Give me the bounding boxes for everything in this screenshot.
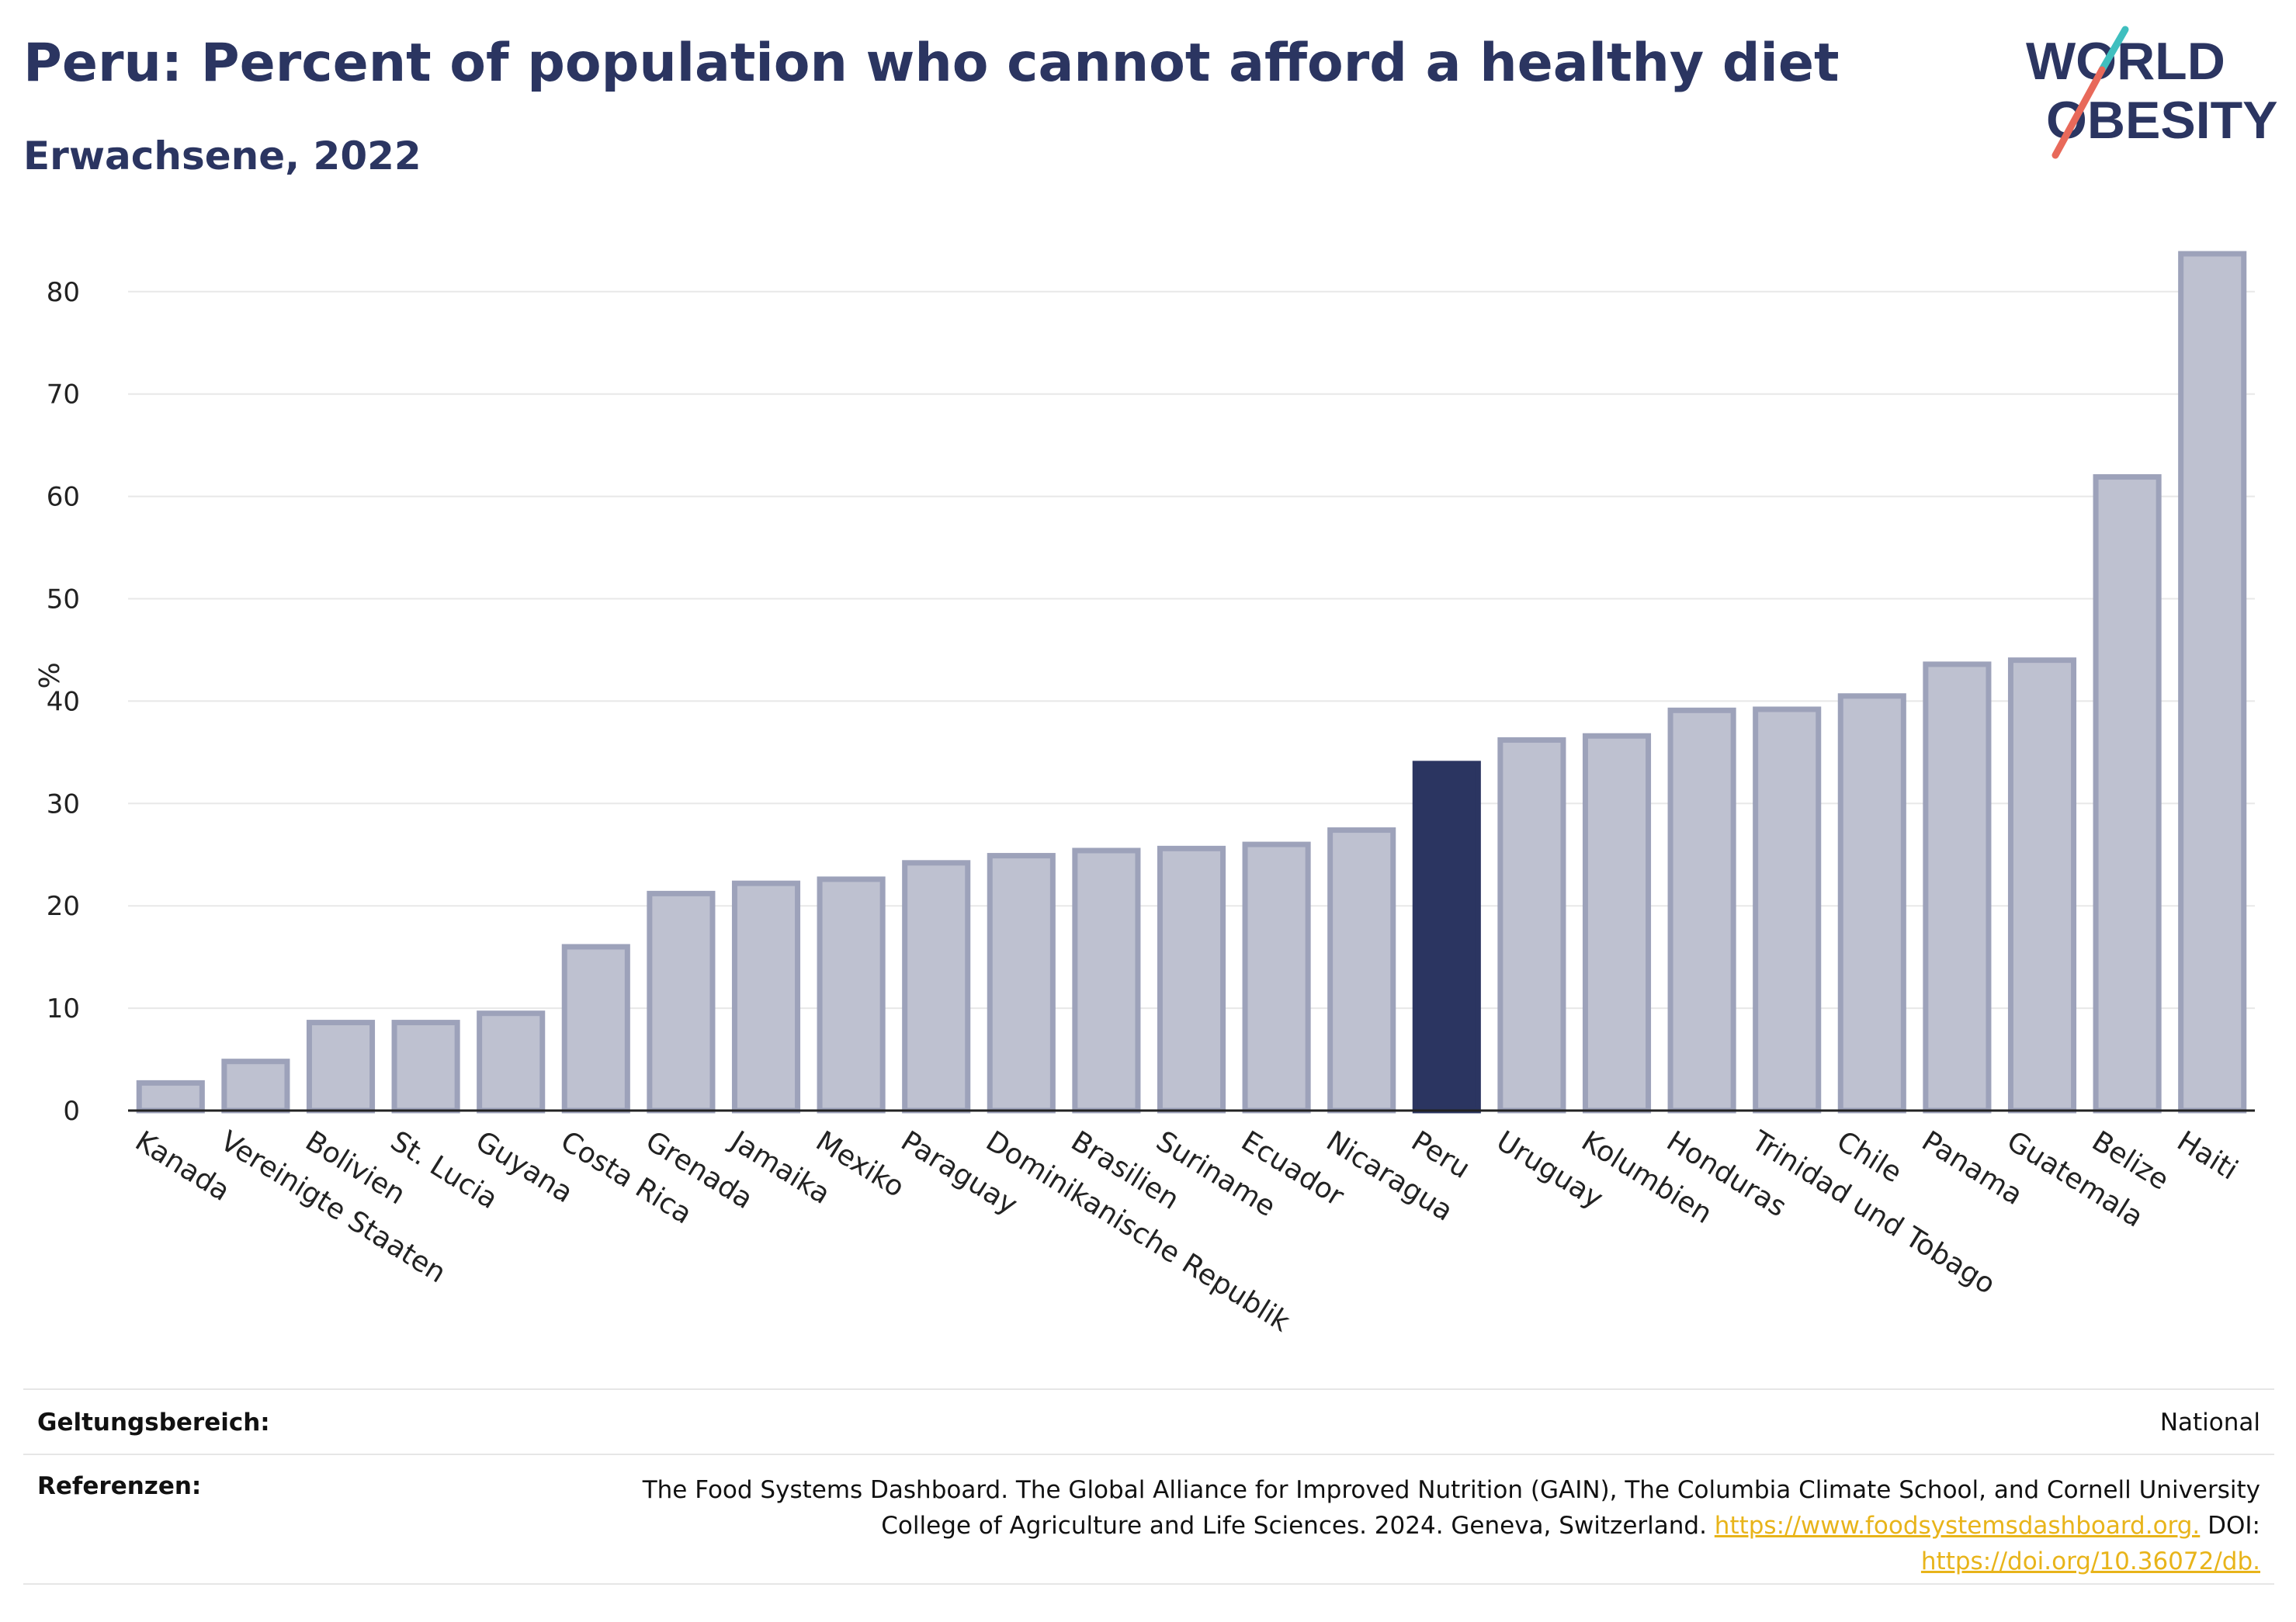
bar	[1072, 847, 1141, 1114]
y-tick-label: 20	[47, 891, 80, 922]
bar	[1582, 733, 1652, 1114]
references-label: Referenzen:	[37, 1472, 202, 1500]
bar	[1753, 706, 1822, 1114]
bar	[817, 876, 886, 1114]
bar	[731, 880, 801, 1114]
footer-divider-bottom	[23, 1583, 2274, 1585]
y-tick-label: 30	[47, 788, 80, 820]
bar	[1157, 845, 1226, 1114]
y-tick-label: 0	[63, 1096, 80, 1127]
bar	[136, 1080, 205, 1114]
bar	[561, 944, 630, 1114]
bar	[1412, 761, 1481, 1114]
bar	[477, 1010, 546, 1114]
references-body-1: The Food Systems Dashboard. The Global A…	[642, 1476, 2260, 1540]
x-tick-label: Haiti	[2171, 1125, 2242, 1187]
logo-word-world: WORLD	[2026, 32, 2225, 91]
bar	[1497, 737, 1566, 1114]
scope-label: Geltungsbereich:	[37, 1409, 270, 1437]
x-tick-label: Kanada	[130, 1125, 235, 1208]
bar	[2007, 657, 2077, 1114]
references-row: Referenzen: The Food Systems Dashboard. …	[23, 1472, 2274, 1581]
logo-slash-coral	[2051, 66, 2106, 159]
bar	[1923, 661, 1992, 1114]
bar	[391, 1020, 460, 1114]
world-obesity-logo: WORLD OBESITY	[2026, 26, 2278, 159]
y-tick-label: 70	[47, 380, 80, 411]
y-tick-label: 60	[47, 482, 80, 513]
references-link-doi[interactable]: https://doi.org/10.36072/db.	[1920, 1547, 2260, 1575]
footer-divider-middle	[23, 1454, 2274, 1455]
references-body-2: DOI:	[2200, 1512, 2260, 1540]
bar	[306, 1020, 376, 1114]
references-text: The Food Systems Dashboard. The Global A…	[591, 1472, 2260, 1579]
scope-value: National	[2159, 1409, 2260, 1437]
chart-subtitle: Erwachsene, 2022	[23, 133, 421, 178]
bar	[1327, 827, 1396, 1114]
bar	[1837, 693, 1906, 1114]
y-tick-label: 50	[47, 584, 80, 615]
bar	[2093, 474, 2162, 1114]
logo-slash-teal	[2098, 26, 2129, 74]
y-tick-label: 80	[47, 277, 80, 308]
bar	[2178, 251, 2247, 1114]
bar	[987, 853, 1056, 1114]
bar	[1242, 841, 1311, 1114]
scope-row: Geltungsbereich: National	[23, 1409, 2274, 1444]
bar	[902, 860, 971, 1114]
bar	[647, 890, 716, 1114]
y-tick-label: 10	[47, 993, 80, 1024]
chart-title: Peru: Percent of population who cannot a…	[23, 33, 1840, 94]
bar	[1667, 707, 1736, 1114]
y-tick-label: 40	[47, 686, 80, 717]
footer-divider-top	[23, 1388, 2274, 1390]
y-axis-label: %	[34, 662, 66, 688]
references-link-dashboard[interactable]: https://www.foodsystemsdashboard.org.	[1714, 1512, 2201, 1540]
bar	[221, 1059, 290, 1114]
